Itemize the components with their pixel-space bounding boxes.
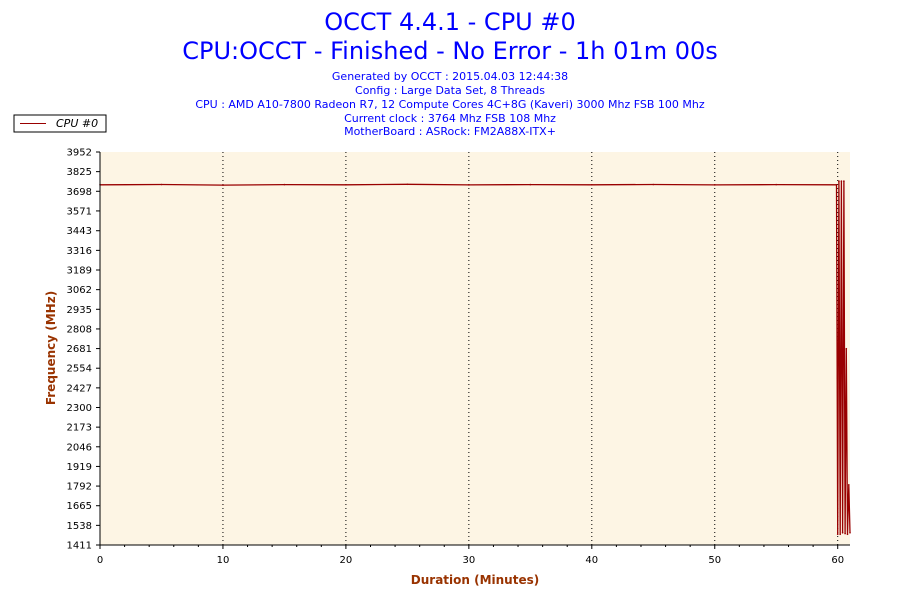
data-point: [838, 180, 840, 182]
x-tick-label: 0: [97, 555, 103, 566]
data-point: [591, 184, 593, 186]
y-tick-label: 3189: [67, 266, 92, 277]
data-point: [835, 184, 838, 186]
data-point: [848, 484, 850, 486]
data-point: [849, 532, 851, 534]
data-point: [840, 180, 843, 182]
y-tick-label: 2935: [67, 305, 92, 316]
legend: CPU #0: [13, 114, 107, 133]
data-point: [845, 347, 848, 350]
data-point: [652, 183, 655, 186]
y-tick-label: 3062: [67, 285, 92, 296]
plot-area: [100, 152, 850, 545]
info-cpu: CPU : AMD A10-7800 Radeon R7, 12 Compute…: [195, 98, 705, 111]
y-tick-label: 3698: [67, 187, 92, 198]
info-generated: Generated by OCCT : 2015.04.03 12:44:38: [332, 70, 568, 83]
y-tick-label: 1538: [67, 521, 92, 532]
y-tick-label: 3825: [67, 167, 92, 178]
x-tick-label: 10: [217, 555, 230, 566]
y-axis-title: Frequency (MHz): [44, 291, 58, 405]
data-point: [843, 180, 845, 182]
data-point: [529, 183, 532, 186]
data-point: [468, 184, 470, 186]
legend-label: CPU #0: [56, 117, 98, 130]
y-tick-label: 2554: [67, 364, 92, 375]
data-point: [160, 183, 163, 186]
y-tick-label: 2808: [67, 324, 92, 335]
y-tick-label: 3443: [67, 226, 92, 237]
legend-box: [13, 114, 107, 133]
y-tick-label: 1919: [67, 462, 92, 473]
data-point: [841, 532, 844, 534]
info-current-clock: Current clock : 3764 Mhz FSB 108 Mhz: [344, 112, 556, 125]
y-tick-label: 1792: [67, 482, 92, 493]
y-tick-label: 2046: [67, 442, 92, 453]
data-point: [775, 183, 777, 186]
series-line-cpu-0: [99, 181, 851, 535]
chart-subtitle: CPU:OCCT - Finished - No Error - 1h 01m …: [182, 37, 718, 65]
y-tick-label: 1665: [67, 501, 92, 512]
y-tick-label: 3571: [67, 206, 92, 217]
y-tick-label: 2427: [67, 383, 92, 394]
y-tick-label: 2300: [67, 403, 92, 414]
data-point: [839, 533, 841, 536]
y-tick-label: 3316: [67, 246, 92, 257]
x-tick-label: 50: [708, 555, 721, 566]
info-motherboard: MotherBoard : ASRock: FM2A88X-ITX+: [344, 125, 556, 138]
info-config: Config : Large Data Set, 8 Threads: [355, 84, 545, 97]
data-point: [714, 184, 716, 186]
y-tick-label: 1411: [67, 541, 92, 552]
data-layer: [99, 180, 851, 536]
y-tick-label: 2173: [67, 423, 92, 434]
data-point: [283, 183, 286, 186]
data-point: [406, 183, 409, 186]
x-axis-ticks: 0 10 20 30 40 50 60: [97, 545, 844, 566]
y-axis-ticks: 3952 3825 3698 3571 3443 3316 3189 3062 2935 2808…: [67, 148, 100, 552]
y-tick-label: 2681: [67, 344, 92, 355]
data-point: [345, 184, 347, 186]
x-tick-label: 60: [831, 555, 844, 566]
x-axis-title: Duration (Minutes): [411, 573, 539, 587]
x-tick-label: 40: [585, 555, 598, 566]
chart-title: OCCT 4.4.1 - CPU #0: [324, 8, 575, 36]
data-point: [844, 532, 846, 535]
data-point: [836, 533, 839, 536]
y-tick-label: 3952: [67, 148, 92, 159]
x-tick-label: 20: [340, 555, 353, 566]
x-tick-label: 30: [462, 555, 475, 566]
data-point: [222, 184, 224, 186]
data-point: [846, 533, 849, 536]
